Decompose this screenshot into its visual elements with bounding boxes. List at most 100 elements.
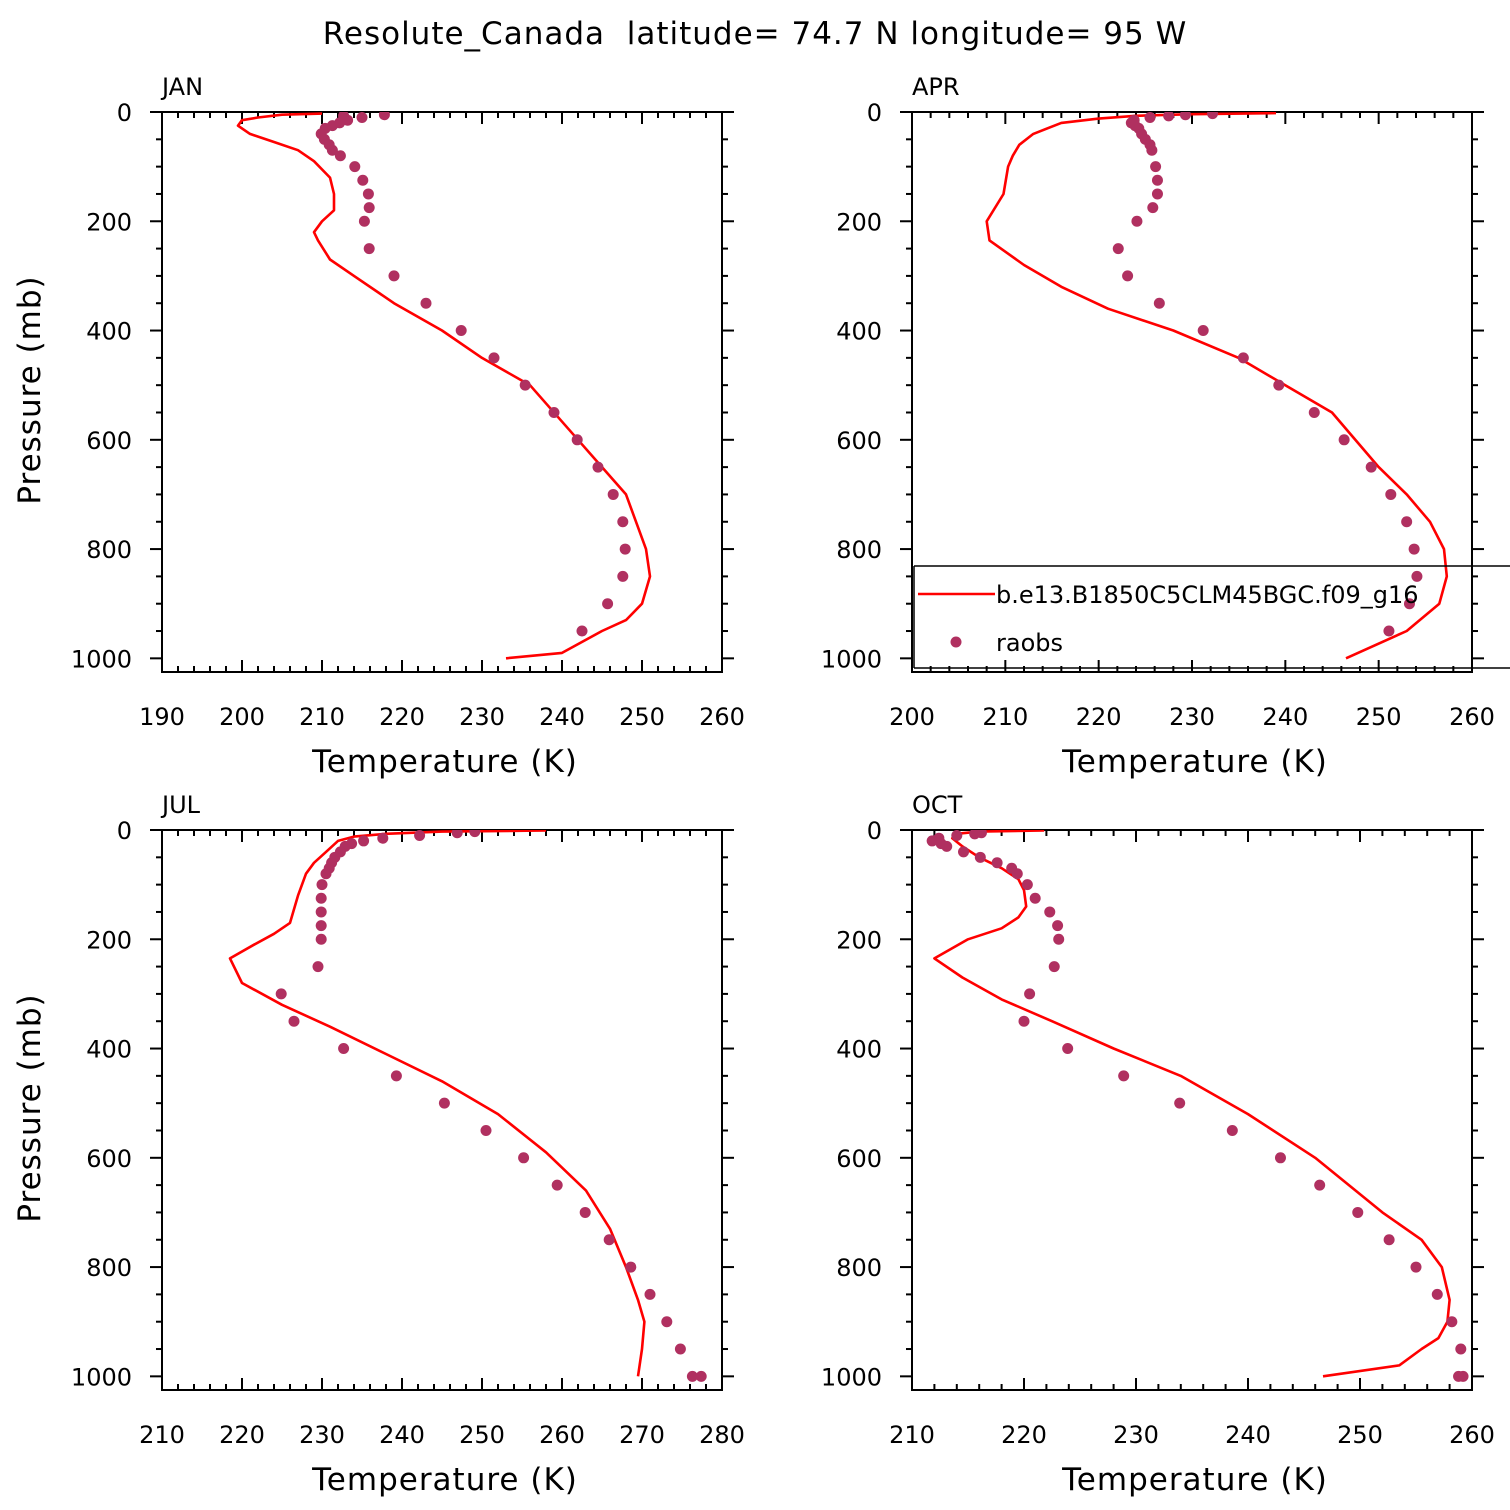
plot-frame [911,829,1473,1391]
raobs-point [1150,161,1162,173]
raobs-point [619,543,631,555]
x-tick-label: 220 [219,1421,265,1449]
raobs-point [1273,379,1285,391]
raobs-point [356,112,368,123]
y-tick-label: 400 [836,1036,882,1064]
x-tick-label: 220 [1076,703,1122,731]
axis-ticks [150,111,734,672]
x-tick-label: 200 [889,703,935,731]
raobs-point [518,1152,530,1164]
raobs-point [326,144,338,156]
y-tick-label: 1000 [821,1363,882,1391]
x-tick-label: 210 [982,703,1028,731]
raobs-point [1052,920,1064,932]
x-tick-label: 240 [539,703,585,731]
x-tick-label: 230 [299,1421,345,1449]
x-tick-label: 230 [459,703,505,731]
x-tick-label: 260 [699,703,745,731]
raobs-point [438,1097,450,1109]
raobs-point [1453,1370,1465,1382]
raobs-point [1144,112,1156,123]
raobs-point [357,174,369,186]
raobs-point [388,270,400,282]
panel-label: APR [912,73,960,101]
raobs-point [695,1370,707,1382]
raobs-point [377,832,389,844]
plot-frame [161,111,723,673]
raobs-point [1112,243,1124,255]
y-tick-label: 600 [86,427,132,455]
panel-label: OCT [912,791,963,819]
x-axis-label: Temperature (K) [311,1462,578,1498]
raobs-point [1401,516,1413,528]
raobs-point [1207,112,1219,120]
raobs-point [315,892,327,904]
panel-oct: OCT 210 220 230 240 250 260 0 200 400 600 800 1000 Te… [821,791,1495,1498]
raobs-point [625,1261,637,1273]
x-tick-label: 260 [1449,703,1495,731]
x-tick-label: 240 [1262,703,1308,731]
raobs-point [1352,1206,1364,1218]
raobs-point [1455,1343,1467,1355]
raobs-point [969,830,981,840]
raobs-point [1383,1234,1395,1246]
raobs-point [974,851,986,863]
x-tick-label: 240 [379,1421,425,1449]
x-tick-label: 210 [889,1421,935,1449]
raobs-point [1403,598,1415,610]
raobs-point [926,835,938,847]
raobs-point [1131,215,1143,227]
raobs-point [1021,879,1033,891]
model-profile-line [228,830,646,1377]
x-tick-label: 230 [1169,703,1215,731]
raobs-point [1314,1179,1326,1191]
x-tick-label: 260 [1449,1421,1495,1449]
raobs-point [1446,1316,1458,1328]
legend-label: b.e13.B1850C5CLM45BGC.f09_g16 [996,581,1419,609]
y-tick-label: 1000 [821,645,882,673]
x-tick-label: 280 [699,1421,745,1449]
raobs-point [1408,543,1420,555]
raobs-point [1174,1097,1186,1109]
raobs-point [316,879,328,891]
y-tick-label: 600 [836,1145,882,1173]
raobs-point [1237,352,1249,364]
y-tick-label: 800 [836,536,882,564]
x-tick-label: 220 [1001,1421,1047,1449]
raobs-point [1411,570,1423,582]
raobs-point [1274,1152,1286,1164]
raobs-point [1308,406,1320,418]
raobs-point [414,830,426,841]
raobs-point [1147,202,1159,214]
panel-jul: JUL 210 220 230 240 250 260 270 280 0 200 400 600 800… [12,791,745,1498]
y-tick-label: 1000 [71,645,132,673]
raobs-point [320,868,332,880]
y-tick-label: 200 [86,926,132,954]
x-tick-label: 250 [619,703,665,731]
raobs-point [315,933,327,945]
x-axis-label: Temperature (K) [311,744,578,780]
axis-ticks [900,829,1484,1390]
y-tick-label: 0 [117,99,132,127]
raobs-point [1226,1124,1238,1136]
x-tick-label: 250 [1337,1421,1383,1449]
y-tick-label: 200 [86,208,132,236]
raobs-point [469,830,481,838]
raobs-point [1431,1288,1443,1300]
panel-apr: APR 200 210 220 230 240 250 260 0 200 400 600 800 100… [821,73,1510,780]
raobs-point [607,488,619,500]
y-tick-label: 800 [86,536,132,564]
raobs-point [579,1206,591,1218]
raobs-point [617,516,629,528]
legend-dot-swatch [950,636,962,648]
raobs-point [1146,144,1158,156]
raobs-point [644,1288,656,1300]
y-tick-label: 400 [86,318,132,346]
y-tick-label: 400 [86,1036,132,1064]
raobs-point [1153,297,1165,309]
raobs-point [941,840,953,852]
panels: JAN 190 200 210 220 230 240 250 260 0 200 400 600 800… [12,73,1510,1498]
raobs-point [551,1179,563,1191]
x-tick-label: 240 [1225,1421,1271,1449]
